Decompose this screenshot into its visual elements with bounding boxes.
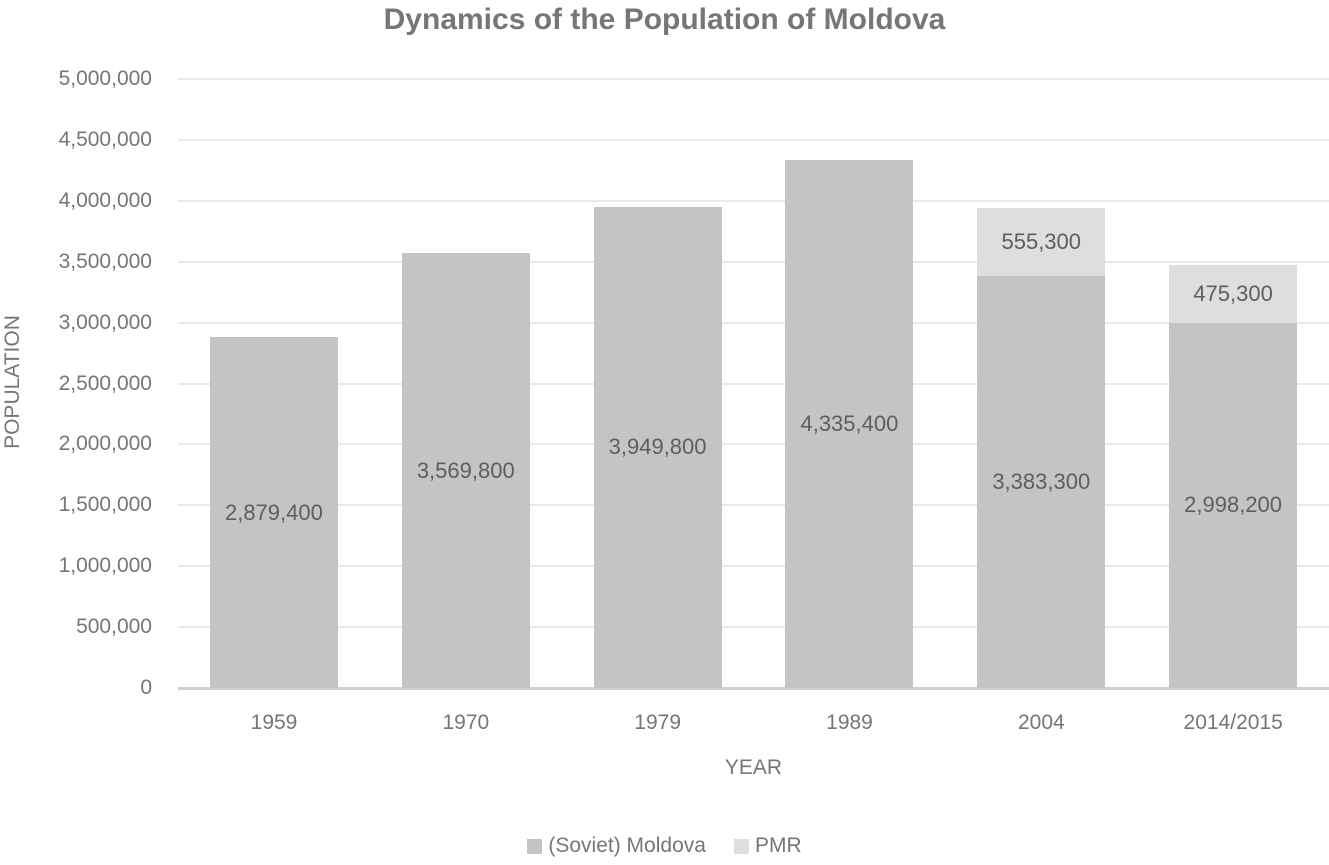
x-tick-label: 1979 — [634, 711, 682, 734]
bar-segment-moldova: 2,879,400 — [209, 337, 338, 688]
bar-2004: 3,383,300 555,300 — [977, 79, 1106, 688]
data-label: 3,383,300 — [992, 468, 1091, 494]
gridline — [178, 443, 1329, 446]
legend-label: PMR — [754, 834, 802, 857]
bar-segment-pmr: 475,300 — [1169, 264, 1298, 323]
x-axis-line — [178, 687, 1329, 690]
bar-segment-moldova: 3,949,800 — [593, 206, 722, 688]
data-label: 555,300 — [1001, 229, 1082, 255]
legend-item: (Soviet) Moldova — [527, 833, 706, 859]
bar-segment-moldova: 4,335,400 — [785, 159, 914, 688]
data-label: 3,569,800 — [416, 457, 515, 483]
data-label: 2,998,200 — [1184, 492, 1283, 518]
data-label: 475,300 — [1193, 280, 1273, 306]
bar-segment-pmr: 555,300 — [977, 208, 1106, 276]
y-tick-label: 0 — [140, 676, 152, 699]
bar-1959: 2,879,400 — [209, 79, 338, 688]
legend-label: (Soviet) Moldova — [548, 834, 706, 857]
data-label: 4,335,400 — [800, 410, 899, 436]
y-tick-label: 3,500,000 — [58, 249, 152, 273]
x-axis-label: YEAR — [724, 756, 783, 779]
gridline — [178, 138, 1329, 141]
legend-swatch-icon — [527, 838, 543, 854]
bar-1989: 4,335,400 — [785, 79, 914, 688]
y-tick-label: 4,000,000 — [58, 188, 152, 212]
x-tick-label: 1959 — [250, 711, 298, 734]
y-tick-label: 3,000,000 — [58, 310, 152, 334]
data-label: 2,879,400 — [224, 499, 323, 525]
legend-swatch-icon — [733, 838, 749, 854]
gridline — [178, 199, 1329, 202]
gridline — [178, 565, 1329, 568]
bar-segment-moldova: 3,569,800 — [401, 253, 530, 688]
y-tick-label: 5,000,000 — [58, 67, 152, 90]
x-tick-label: 2004 — [1017, 711, 1065, 734]
y-tick-label: 1,500,000 — [58, 493, 152, 517]
bar-1970: 3,569,800 — [401, 79, 530, 688]
y-tick-label: 2,000,000 — [58, 432, 152, 456]
data-label: 3,949,800 — [608, 434, 707, 460]
bar-segment-moldova: 2,998,200 — [1169, 322, 1298, 688]
gridline — [178, 504, 1329, 507]
bar-1979: 3,949,800 — [593, 79, 722, 688]
x-tick-label: 1989 — [826, 711, 873, 734]
gridline — [178, 321, 1329, 324]
y-tick-label: 1,000,000 — [58, 554, 152, 578]
legend: (Soviet) Moldova PMR — [0, 833, 1329, 859]
y-tick-label: 4,500,000 — [58, 127, 152, 151]
x-tick-label: 2014/2015 — [1183, 711, 1283, 734]
plot-area: 2,879,400 3,569,800 3,949,800 4,335,400 3,38… — [178, 78, 1329, 690]
gridline — [178, 382, 1329, 385]
gridline — [178, 260, 1329, 263]
y-tick-label: 500,000 — [76, 615, 152, 639]
x-tick-label: 1970 — [442, 711, 490, 734]
legend-item: PMR — [733, 833, 802, 859]
gridline — [178, 78, 1329, 80]
bar-2014-2015: 2,998,200 475,300 — [1169, 79, 1298, 688]
y-tick-label: 2,500,000 — [58, 371, 152, 395]
gridline — [178, 626, 1329, 629]
bar-segment-moldova: 3,383,300 — [977, 275, 1106, 688]
chart-title: Dynamics of the Population of Moldova — [383, 3, 946, 36]
